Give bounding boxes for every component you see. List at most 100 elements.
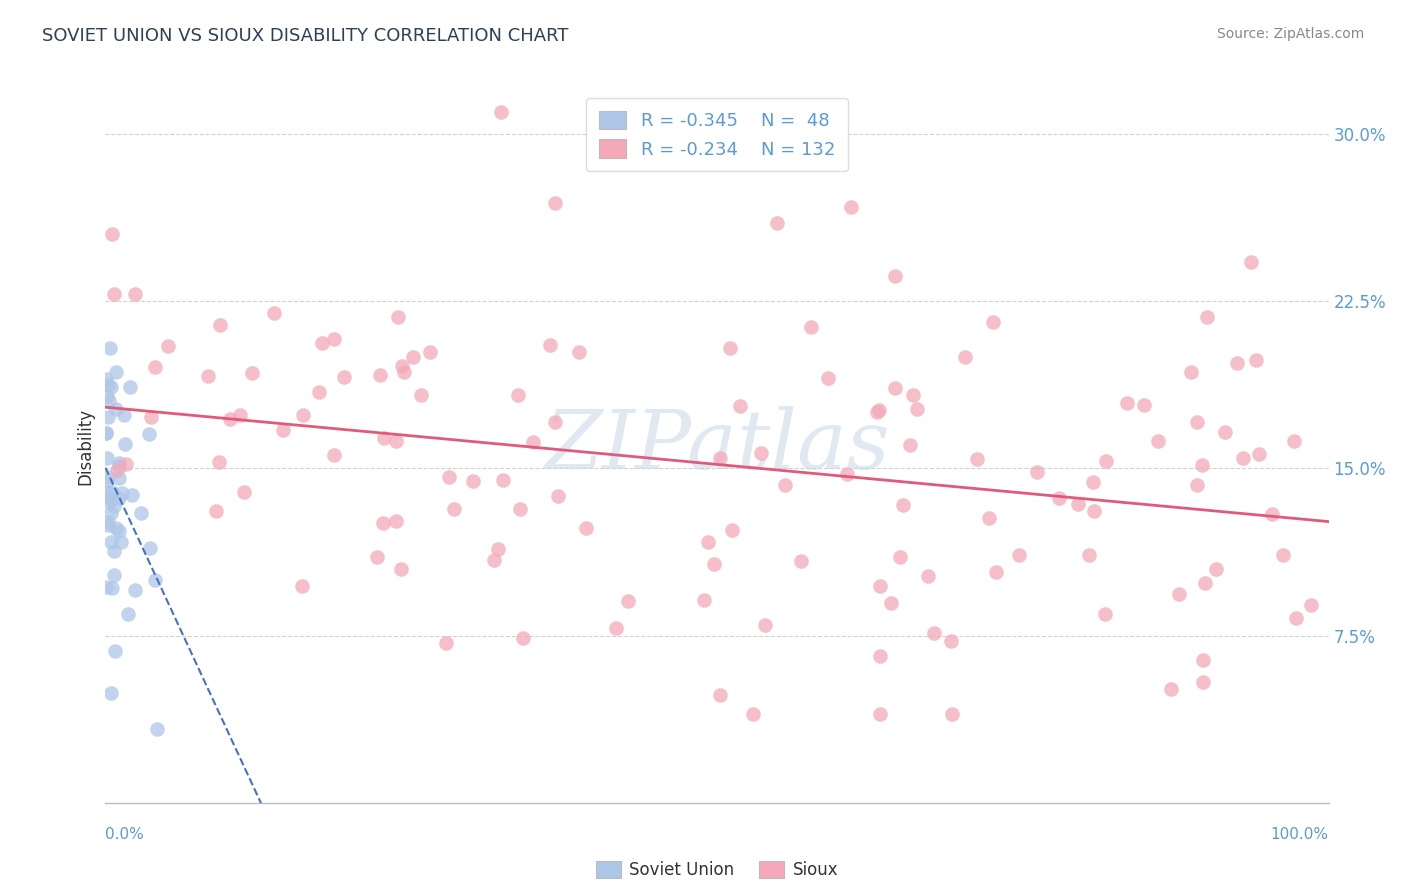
Point [101,485,124,500]
Point [205,504,228,518]
Point [100,227,122,242]
Point [721,523,744,537]
Point [1133,398,1156,412]
Point [292,408,315,422]
Point [197,369,219,384]
Point [96,389,118,403]
Point [437,469,460,483]
Point [538,338,561,352]
Point [107,491,129,505]
Text: SOVIET UNION VS SIOUX DISABILITY CORRELATION CHART: SOVIET UNION VS SIOUX DISABILITY CORRELA… [42,27,568,45]
Point [1191,458,1213,472]
Point [143,359,166,374]
Point [98,341,121,355]
Point [693,592,716,607]
Point [567,344,589,359]
Point [240,366,263,380]
Point [754,617,776,632]
Point [103,287,125,301]
Point [866,405,889,419]
Point [901,388,924,402]
Point [385,434,408,448]
Point [263,306,285,320]
Point [800,320,823,334]
Point [138,541,160,555]
Point [114,458,136,472]
Point [922,625,945,640]
Point [817,371,839,385]
Point [544,416,567,430]
Point [486,541,509,556]
Point [839,200,862,214]
Point [749,446,772,460]
Point [233,484,256,499]
Point [100,380,122,394]
Point [96,580,118,594]
Point [1007,548,1029,562]
Point [522,434,544,449]
Point [97,517,120,532]
Point [311,336,333,351]
Point [869,648,891,663]
Point [1187,478,1209,492]
Point [108,456,131,470]
Point [1205,561,1227,575]
Point [508,388,530,402]
Point [837,467,859,482]
Point [605,621,627,635]
Point [387,310,409,324]
Point [129,507,152,521]
Point [917,569,939,583]
Point [333,370,356,384]
Point [789,554,811,568]
Point [905,402,928,417]
Point [544,196,567,211]
Point [1213,425,1236,439]
Point [384,514,406,528]
Point [1185,415,1208,429]
Point [696,535,718,549]
Point [1192,653,1215,667]
Point [617,594,640,608]
Point [709,688,731,702]
Point [512,631,534,645]
Point [869,579,891,593]
Point [114,437,136,451]
Point [1047,491,1070,506]
Point [1195,310,1218,324]
Point [117,607,139,621]
Point [97,409,120,424]
Point [1180,364,1202,378]
Point [463,474,485,488]
Text: 0.0%: 0.0% [105,827,145,841]
Point [100,534,122,549]
Point [409,388,432,402]
Point [308,384,330,399]
Point [547,489,569,503]
Point [322,448,344,462]
Point [1240,255,1263,269]
Point [489,104,512,119]
Point [1095,454,1118,468]
Point [143,573,166,587]
Point [96,426,118,441]
Point [1191,675,1213,690]
Point [96,450,118,465]
Point [138,427,160,442]
Point [103,567,125,582]
Point [1244,352,1267,367]
Point [392,365,415,379]
Point [373,431,395,445]
Point [1232,450,1254,465]
Point [229,409,252,423]
Point [94,372,117,386]
Point [108,458,131,473]
Point [105,401,128,416]
Point [110,534,132,549]
Point [389,562,412,576]
Point [105,463,128,477]
Point [97,494,120,508]
Point [111,486,134,500]
Point [1167,587,1189,601]
Point [773,477,796,491]
